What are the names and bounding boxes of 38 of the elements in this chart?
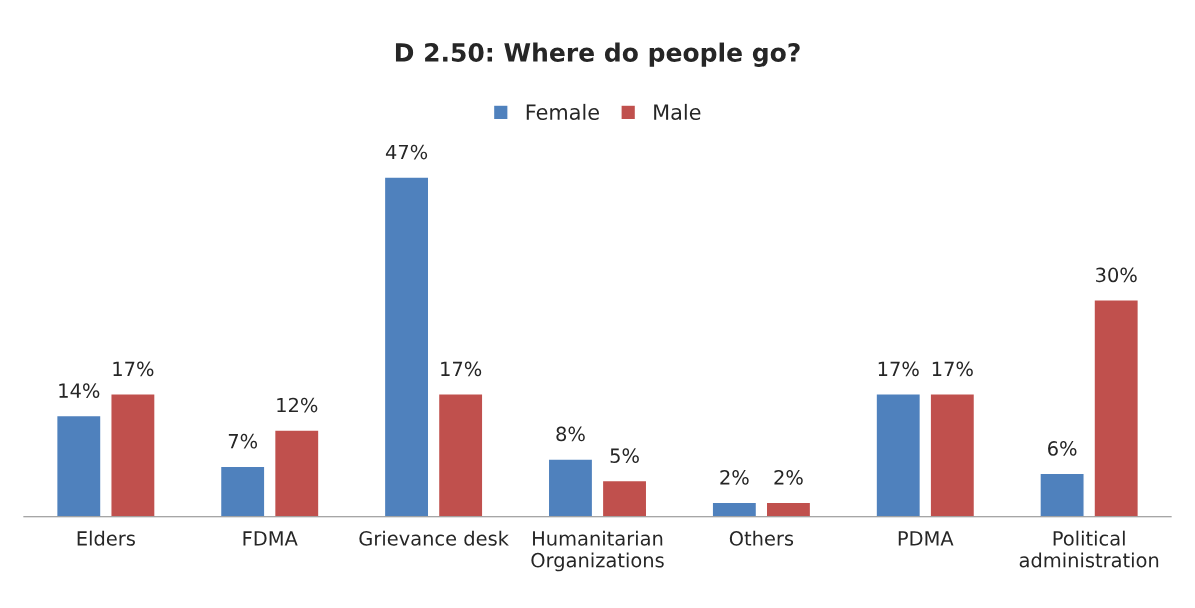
bar <box>601 479 648 517</box>
bar <box>547 458 594 517</box>
x-tick-label: Elders <box>77 530 135 546</box>
data-label: 2% <box>774 469 803 485</box>
data-label: 30% <box>1096 267 1137 283</box>
data-label: 7% <box>228 433 258 449</box>
bar <box>110 393 156 517</box>
data-label: 17% <box>441 361 482 377</box>
legend-label: Female <box>526 103 599 120</box>
data-label: 17% <box>113 361 154 377</box>
data-label: 12% <box>277 397 318 413</box>
bar <box>55 414 102 517</box>
bar <box>273 429 320 517</box>
bar <box>383 176 430 517</box>
bar <box>219 465 266 517</box>
x-tick-label: Grievance desk <box>359 530 509 546</box>
bar <box>875 393 922 517</box>
data-label: 6% <box>1048 441 1077 456</box>
x-tick-label: Humanitarian Organizations <box>531 530 664 572</box>
data-label: 17% <box>878 361 919 377</box>
bar <box>437 393 484 517</box>
bar <box>929 393 976 517</box>
x-tick-label: FDMA <box>243 531 298 546</box>
data-label: 17% <box>932 361 973 377</box>
x-tick-label: Political administration <box>1019 530 1159 568</box>
x-tick-label: Others <box>729 530 794 546</box>
data-label: 8% <box>556 426 585 442</box>
data-label: 2% <box>720 469 749 485</box>
bar <box>711 501 758 517</box>
data-label: 5% <box>610 448 639 463</box>
bar <box>1093 299 1140 517</box>
data-label: 14% <box>59 383 100 398</box>
data-label: 47% <box>385 144 428 160</box>
x-tick-label: PDMA <box>898 531 954 546</box>
bar <box>1039 472 1085 517</box>
chart-title: D 2.50: Where do people go? <box>395 42 800 67</box>
bar <box>765 501 812 517</box>
legend-label: Male <box>654 103 701 120</box>
